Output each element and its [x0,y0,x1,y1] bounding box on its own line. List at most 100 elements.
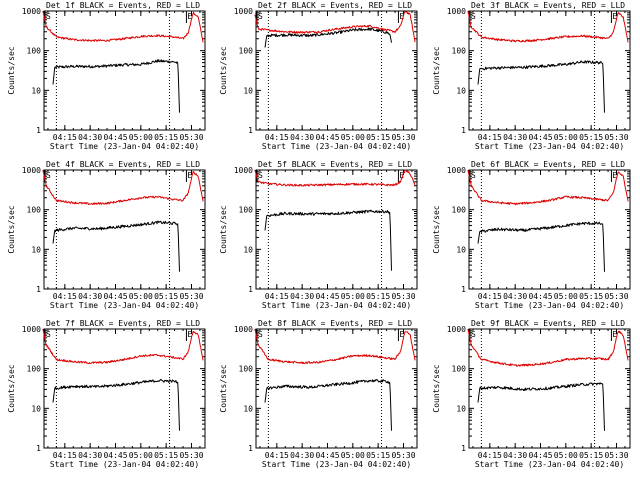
x-tick-label: 04:15 [53,292,77,301]
y-tick-label: 100 [239,365,254,374]
x-tick-label: 04:30 [503,292,527,301]
x-tick-label: 04:15 [265,451,289,460]
panel-title: Det 9f BLACK = Events, RED = LLD [471,319,625,328]
x-axis-label: Start Time (23-Jan-04 04:02:40) [262,460,411,469]
marker-label: S [258,330,263,339]
y-tick-label: 10 [456,86,466,95]
x-tick-label: 05:00 [129,451,153,460]
x-tick-label: 05:00 [129,292,153,301]
x-axis-label: Start Time (23-Jan-04 04:02:40) [50,460,199,469]
x-axis-label: Start Time (23-Jan-04 04:02:40) [50,142,199,151]
marker-label: S [258,12,263,21]
x-tick-label: 05:00 [341,451,365,460]
detector-panel: Det 5f BLACK = Events, RED = LLD Counts/s… [219,160,418,310]
x-tick-label: 04:30 [290,292,314,301]
y-tick-label: 1 [36,285,41,294]
events-series-line [52,379,180,431]
detector-panel: Det 6f BLACK = Events, RED = LLD Counts/s… [432,160,631,310]
x-tick-label: 04:45 [315,292,339,301]
x-tick-label: 04:30 [78,133,102,142]
marker-label: E [187,330,192,339]
x-axis-label: Start Time (23-Jan-04 04:02:40) [262,301,411,310]
y-axis-label: Counts/sec [432,46,441,94]
x-tick-label: 04:30 [503,133,527,142]
x-axis-label: Start Time (23-Jan-04 04:02:40) [475,301,624,310]
events-series-line [477,60,605,113]
x-tick-label: 04:30 [503,451,527,460]
y-tick-label: 100 [452,47,467,56]
y-axis-label: Counts/sec [432,364,441,412]
marker-label: E [187,171,192,180]
x-tick-label: 05:15 [154,133,178,142]
detector-panel: Det 1f BLACK = Events, RED = LLD Counts/s… [7,1,206,151]
x-tick-label: 05:00 [341,292,365,301]
x-axis-label: Start Time (23-Jan-04 04:02:40) [475,460,624,469]
x-tick-label: 05:15 [579,451,603,460]
y-tick-label: 1 [248,444,253,453]
events-series-line [264,209,392,271]
y-tick-label: 1000 [234,166,253,175]
x-tick-label: 05:30 [604,292,628,301]
y-tick-label: 1000 [234,325,253,334]
marker-label: E [399,12,404,21]
marker-label: S [46,330,51,339]
panel-title: Det 2f BLACK = Events, RED = LLD [258,1,412,10]
y-tick-label: 10 [243,86,253,95]
y-tick-label: 10 [456,404,466,413]
detector-panel: Det 4f BLACK = Events, RED = LLD Counts/s… [7,160,206,310]
plot-frame [255,328,418,449]
y-tick-label: 10 [31,404,41,413]
y-tick-label: 1 [248,285,253,294]
marker-label: E [612,12,617,21]
y-tick-label: 1 [36,126,41,135]
marker-label: E [612,171,617,180]
events-series-line [52,59,180,113]
x-tick-label: 05:30 [391,292,415,301]
panel-title: Det 1f BLACK = Events, RED = LLD [46,1,200,10]
marker-label: E [399,330,404,339]
plot-frame [468,10,631,131]
x-tick-label: 05:15 [579,292,603,301]
y-axis-label: Counts/sec [432,205,441,253]
y-tick-label: 1 [461,444,466,453]
y-tick-label: 100 [452,206,467,215]
panel-title: Det 8f BLACK = Events, RED = LLD [258,319,412,328]
x-tick-label: 04:15 [53,451,77,460]
x-tick-label: 05:00 [129,133,153,142]
marker-label: E [612,330,617,339]
x-tick-label: 04:45 [103,451,127,460]
x-tick-label: 05:15 [154,451,178,460]
detector-panel: Det 7f BLACK = Events, RED = LLD Counts/s… [7,319,206,469]
y-tick-label: 100 [27,365,42,374]
x-axis-label: Start Time (23-Jan-04 04:02:40) [50,301,199,310]
y-tick-label: 10 [243,245,253,254]
marker-label: S [46,12,51,21]
y-tick-label: 1000 [22,325,41,334]
y-tick-label: 100 [27,47,42,56]
y-axis-label: Counts/sec [7,46,16,94]
x-tick-label: 04:15 [265,292,289,301]
y-tick-label: 100 [239,47,254,56]
x-tick-label: 04:45 [315,451,339,460]
x-tick-label: 05:30 [604,133,628,142]
plot-frame [468,328,631,449]
lld-series-line [42,10,204,43]
marker-label: S [46,171,51,180]
x-axis-label: Start Time (23-Jan-04 04:02:40) [262,142,411,151]
plot-frame [43,328,206,449]
plot-frame [43,169,206,290]
y-tick-label: 1000 [234,7,253,16]
marker-label: S [471,12,476,21]
lld-series-line [467,169,629,206]
y-axis-label: Counts/sec [219,46,228,94]
x-tick-label: 05:30 [391,133,415,142]
x-tick-label: 04:15 [53,133,77,142]
y-axis-label: Counts/sec [7,364,16,412]
y-axis-label: Counts/sec [219,364,228,412]
x-tick-label: 05:30 [179,451,203,460]
x-tick-label: 04:45 [103,292,127,301]
y-axis-label: Counts/sec [7,205,16,253]
x-tick-label: 05:00 [554,292,578,301]
detector-panel: Det 8f BLACK = Events, RED = LLD Counts/s… [219,319,418,469]
plot-frame [468,169,631,290]
